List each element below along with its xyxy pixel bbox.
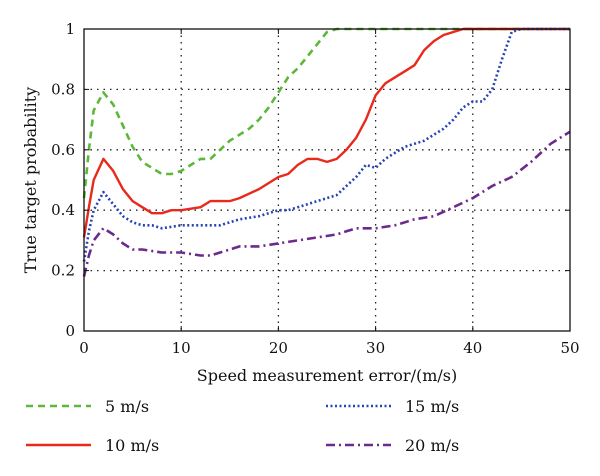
y-axis-label: True target probability	[21, 87, 40, 273]
series-line-4	[82, 130, 571, 277]
x-tick-label: 40	[463, 339, 482, 357]
x-tick-label: 0	[79, 339, 89, 357]
y-tick-label: 0.8	[51, 80, 75, 98]
x-axis-label: Speed measurement error/(m/s)	[197, 366, 457, 385]
y-tick-label: 0.4	[51, 201, 75, 219]
legend: 5 m/s 15 m/s 10 m/s 20 m/s	[26, 397, 459, 455]
series-lines	[82, 27, 571, 277]
grid	[84, 29, 570, 331]
x-tick-label: 10	[172, 339, 191, 357]
legend-label-2: 10 m/s	[105, 436, 159, 455]
series-line-2	[82, 27, 570, 238]
y-tick-label: 0.2	[51, 262, 75, 280]
legend-label-1: 5 m/s	[105, 397, 149, 416]
series-line-3	[82, 27, 570, 262]
x-tick-label: 30	[366, 339, 385, 357]
y-tick-label: 0	[65, 322, 75, 340]
x-tick-label: 50	[560, 339, 579, 357]
x-tick-label: 20	[269, 339, 288, 357]
legend-label-4: 20 m/s	[405, 436, 459, 455]
plot-frame	[83, 28, 571, 332]
series-line-1	[82, 27, 570, 199]
y-tick-label: 0.6	[51, 141, 75, 159]
legend-label-3: 15 m/s	[405, 397, 459, 416]
y-tick-label: 1	[65, 20, 75, 38]
axis-ticks: 0 10 20 30 40 50 0 0.2 0.4 0.6 0.8 1	[51, 20, 579, 357]
